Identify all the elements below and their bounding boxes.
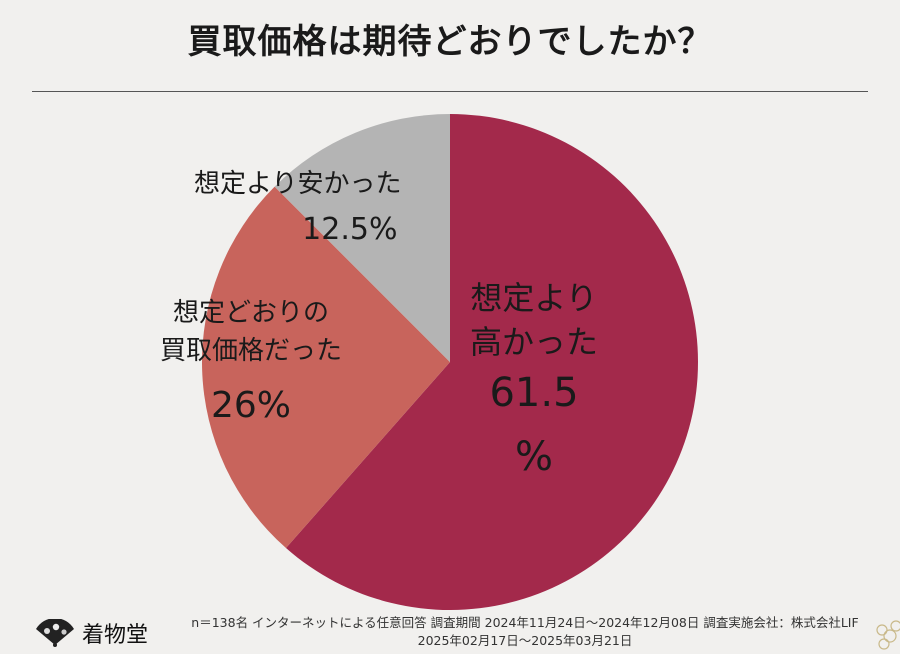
- title-divider: [32, 91, 868, 92]
- slice-label-higher: 想定より 高かった 61.5 %: [470, 276, 598, 482]
- brand-name: 着物堂: [82, 623, 149, 648]
- slice-label-higher-line2: 高かった: [470, 323, 599, 361]
- survey-note-line1: n＝138名 インターネットによる任意回答 調査期間 2024年11月24日～2…: [191, 615, 859, 630]
- slice-value-higher: 61.5 %: [470, 368, 598, 482]
- slice-value-as-expected: 26%: [211, 385, 292, 426]
- slice-label-lower: 想定より安かった 12.5%: [194, 165, 401, 249]
- pie-slice-higher: [285, 114, 698, 610]
- slice-value-higher-unit: %: [515, 434, 554, 480]
- slice-value-higher-number: 61.5: [489, 370, 579, 416]
- brand-logo: 着物堂: [34, 616, 148, 650]
- slice-label-as-expected-line2: 買取価格だった: [160, 336, 343, 366]
- survey-note: n＝138名 インターネットによる任意回答 調査期間 2024年11月24日～2…: [180, 614, 870, 650]
- footer: 着物堂 n＝138名 インターネットによる任意回答 調査期間 2024年11月2…: [0, 610, 900, 654]
- flower-decoration-icon: [876, 620, 900, 650]
- chart-title: 買取価格は期待どおりでしたか？: [187, 22, 713, 62]
- slice-label-as-expected: 想定どおりの 買取価格だった 26%: [160, 294, 342, 428]
- fan-icon: [36, 619, 74, 647]
- slice-label-higher-line1: 想定より: [470, 279, 598, 317]
- pie-slice-as-expected: [201, 186, 450, 549]
- survey-note-line2: 2025年02月17日～2025年03月21日: [417, 633, 633, 648]
- slice-label-lower-line1: 想定より安かった: [194, 169, 402, 199]
- slice-label-as-expected-line1: 想定どおりの: [173, 298, 330, 328]
- slice-value-lower: 12.5%: [302, 212, 398, 247]
- pie-slice-lower: [274, 114, 450, 362]
